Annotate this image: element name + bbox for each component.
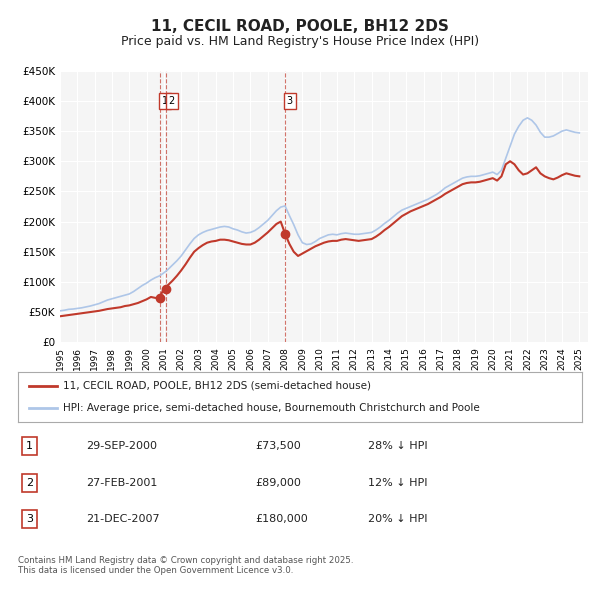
Text: £73,500: £73,500 <box>255 441 301 451</box>
Text: 3: 3 <box>26 514 33 524</box>
Text: 12% ↓ HPI: 12% ↓ HPI <box>368 478 427 487</box>
Text: Contains HM Land Registry data © Crown copyright and database right 2025.
This d: Contains HM Land Registry data © Crown c… <box>18 556 353 575</box>
Text: 29-SEP-2000: 29-SEP-2000 <box>86 441 157 451</box>
Text: 11, CECIL ROAD, POOLE, BH12 2DS: 11, CECIL ROAD, POOLE, BH12 2DS <box>151 19 449 34</box>
Text: 1: 1 <box>161 96 168 106</box>
Text: 2: 2 <box>169 96 175 106</box>
Text: 27-FEB-2001: 27-FEB-2001 <box>86 478 157 487</box>
Text: 20% ↓ HPI: 20% ↓ HPI <box>368 514 427 524</box>
Text: 11, CECIL ROAD, POOLE, BH12 2DS (semi-detached house): 11, CECIL ROAD, POOLE, BH12 2DS (semi-de… <box>63 381 371 391</box>
Text: 28% ↓ HPI: 28% ↓ HPI <box>368 441 427 451</box>
Text: 3: 3 <box>287 96 293 106</box>
Text: 21-DEC-2007: 21-DEC-2007 <box>86 514 160 524</box>
Text: 1: 1 <box>26 441 33 451</box>
Text: 2: 2 <box>26 478 33 487</box>
Text: £89,000: £89,000 <box>255 478 301 487</box>
Text: £180,000: £180,000 <box>255 514 308 524</box>
Text: HPI: Average price, semi-detached house, Bournemouth Christchurch and Poole: HPI: Average price, semi-detached house,… <box>63 403 480 413</box>
Text: Price paid vs. HM Land Registry's House Price Index (HPI): Price paid vs. HM Land Registry's House … <box>121 35 479 48</box>
